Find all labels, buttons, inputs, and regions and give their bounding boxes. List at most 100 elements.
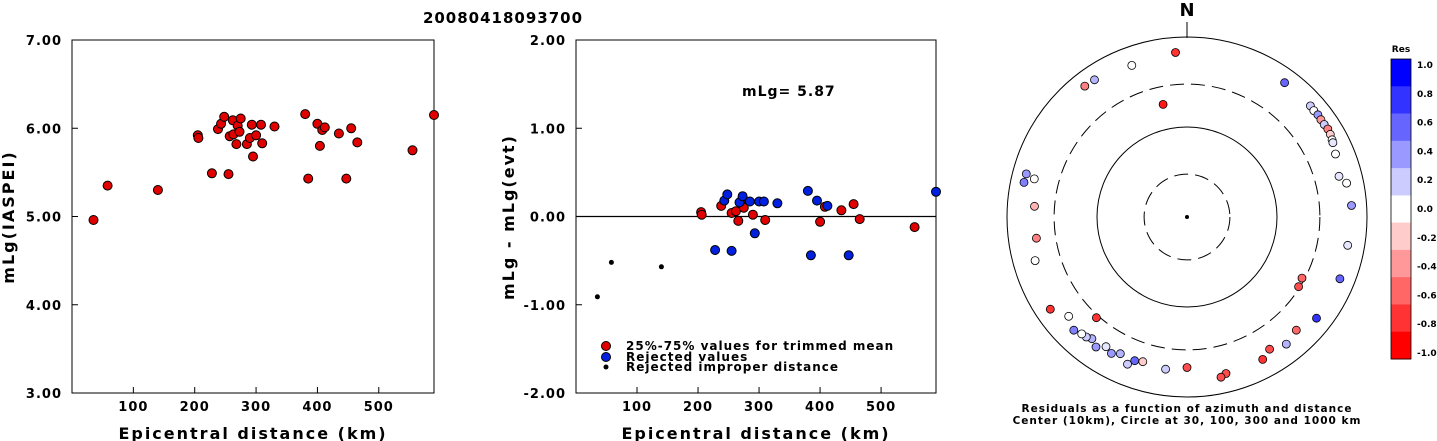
- station-residual-point: [1107, 348, 1116, 358]
- colorbar-swatch: [1391, 59, 1411, 87]
- colorbar-tick-label: -1.0: [1417, 349, 1437, 359]
- data-point: [931, 186, 941, 197]
- data-point: [726, 245, 737, 256]
- data-point: [909, 222, 920, 233]
- station-residual-point: [1216, 372, 1226, 382]
- data-point: [854, 214, 865, 225]
- x-tick-label: 300: [241, 400, 271, 415]
- data-point: [812, 195, 822, 206]
- colorbar-tick-label: -0.4: [1417, 263, 1437, 273]
- legend-marker-trimmed-mean: [601, 341, 611, 351]
- y-tick-label: 4.00: [26, 299, 62, 314]
- data-point: [429, 110, 439, 120]
- colorbar-swatch: [1391, 195, 1411, 224]
- data-point: [352, 137, 363, 148]
- data-point: [802, 185, 813, 196]
- station-residual-point: [1030, 256, 1040, 266]
- data-point: [234, 126, 245, 137]
- data-point: [248, 151, 258, 162]
- legend-label-improper-distance: Rejected improper distance: [626, 360, 839, 374]
- data-point: [235, 113, 246, 124]
- y-axis-label: mLg(IASPEI): [0, 150, 18, 283]
- station-residual-point: [1090, 75, 1099, 85]
- distance-ring: [1096, 126, 1278, 308]
- data-point: [88, 215, 99, 225]
- data-point: [223, 169, 234, 180]
- colorbar-frame: [1390, 58, 1412, 360]
- station-residual-point: [1258, 354, 1268, 364]
- polar-caption-line-2: Center (10km), Circle at 30, 100, 300 an…: [1013, 415, 1362, 427]
- legend-marker-improper-distance: [603, 364, 609, 370]
- x-tick-label: 500: [866, 400, 896, 415]
- data-point: [758, 196, 769, 207]
- data-point: [836, 205, 847, 216]
- data-point: [319, 122, 330, 133]
- data-point: [733, 215, 744, 226]
- station-residual-point: [1265, 344, 1274, 354]
- mean-magnitude-annotation: mLg= 5.87: [742, 84, 836, 100]
- station-residual-point: [1161, 364, 1170, 374]
- y-tick-label: 7.00: [26, 34, 62, 49]
- y-tick-label: -2.00: [524, 387, 566, 402]
- data-point: [314, 140, 325, 151]
- data-point: [303, 173, 314, 184]
- station-residual-point: [1343, 240, 1353, 250]
- station-residual-point: [1294, 282, 1303, 292]
- colorbar-title: Res: [1392, 45, 1410, 55]
- station-residual-point: [1331, 149, 1340, 159]
- colorbar-swatch: [1391, 86, 1411, 115]
- y-tick-label: 3.00: [26, 387, 62, 402]
- station-residual-point: [1347, 201, 1356, 210]
- data-point: [152, 185, 163, 195]
- plot-frame: [71, 39, 435, 394]
- station-residual-point: [1019, 177, 1029, 187]
- data-point: [333, 128, 344, 139]
- station-residual-point: [1032, 233, 1041, 243]
- colorbar-swatch: [1391, 222, 1411, 251]
- colorbar-tick-label: -0.2: [1417, 234, 1437, 244]
- data-point: [407, 145, 418, 156]
- data-point: [594, 294, 600, 300]
- x-tick-label: 400: [805, 400, 835, 415]
- colorbar-swatch: [1391, 113, 1411, 142]
- x-axis-label: Epicentral distance (km): [621, 424, 890, 441]
- station-residual-point: [1064, 311, 1074, 321]
- station-residual-point: [1334, 171, 1344, 181]
- data-point: [749, 228, 760, 239]
- polar-caption-line-1: Residuals as a function of azimuth and d…: [1022, 403, 1353, 415]
- center-point: [1185, 215, 1189, 219]
- station-residual-point: [1021, 169, 1031, 179]
- data-point: [346, 123, 357, 134]
- data-point: [737, 191, 748, 202]
- data-point: [815, 216, 826, 227]
- station-residual-point: [1335, 274, 1345, 284]
- station-residual-point: [1291, 325, 1301, 335]
- station-residual-point: [1342, 178, 1351, 188]
- station-residual-point: [1328, 138, 1338, 148]
- station-residual-point: [1123, 359, 1132, 369]
- data-point: [256, 119, 266, 130]
- data-point: [341, 173, 352, 184]
- station-residual-point: [1138, 357, 1148, 367]
- y-tick-label: 2.00: [530, 34, 566, 49]
- colorbar-tick-label: 0.0: [1417, 205, 1433, 215]
- data-point: [269, 121, 280, 132]
- station-residual-point: [1101, 342, 1111, 352]
- colorbar-swatch: [1391, 304, 1411, 333]
- data-point: [805, 250, 816, 261]
- data-point: [710, 245, 721, 255]
- colorbar-tick-label: 0.4: [1417, 147, 1433, 157]
- distance-ring: [1006, 36, 1368, 398]
- legend-label-trimmed-mean: 25%-75% values for trimmed mean: [626, 339, 894, 353]
- colorbar-swatch: [1391, 249, 1411, 278]
- legend-marker-rejected: [601, 352, 611, 362]
- station-residual-point: [1280, 78, 1289, 88]
- x-axis-label: Epicentral distance (km): [118, 424, 387, 441]
- colorbar-tick-label: 1.0: [1417, 61, 1433, 71]
- legend-label-rejected: Rejected values: [626, 350, 748, 364]
- data-point: [206, 168, 217, 179]
- distance-ring: [1053, 83, 1321, 351]
- colorbar-tick-label: 0.6: [1417, 119, 1433, 129]
- y-tick-label: -1.00: [524, 299, 566, 314]
